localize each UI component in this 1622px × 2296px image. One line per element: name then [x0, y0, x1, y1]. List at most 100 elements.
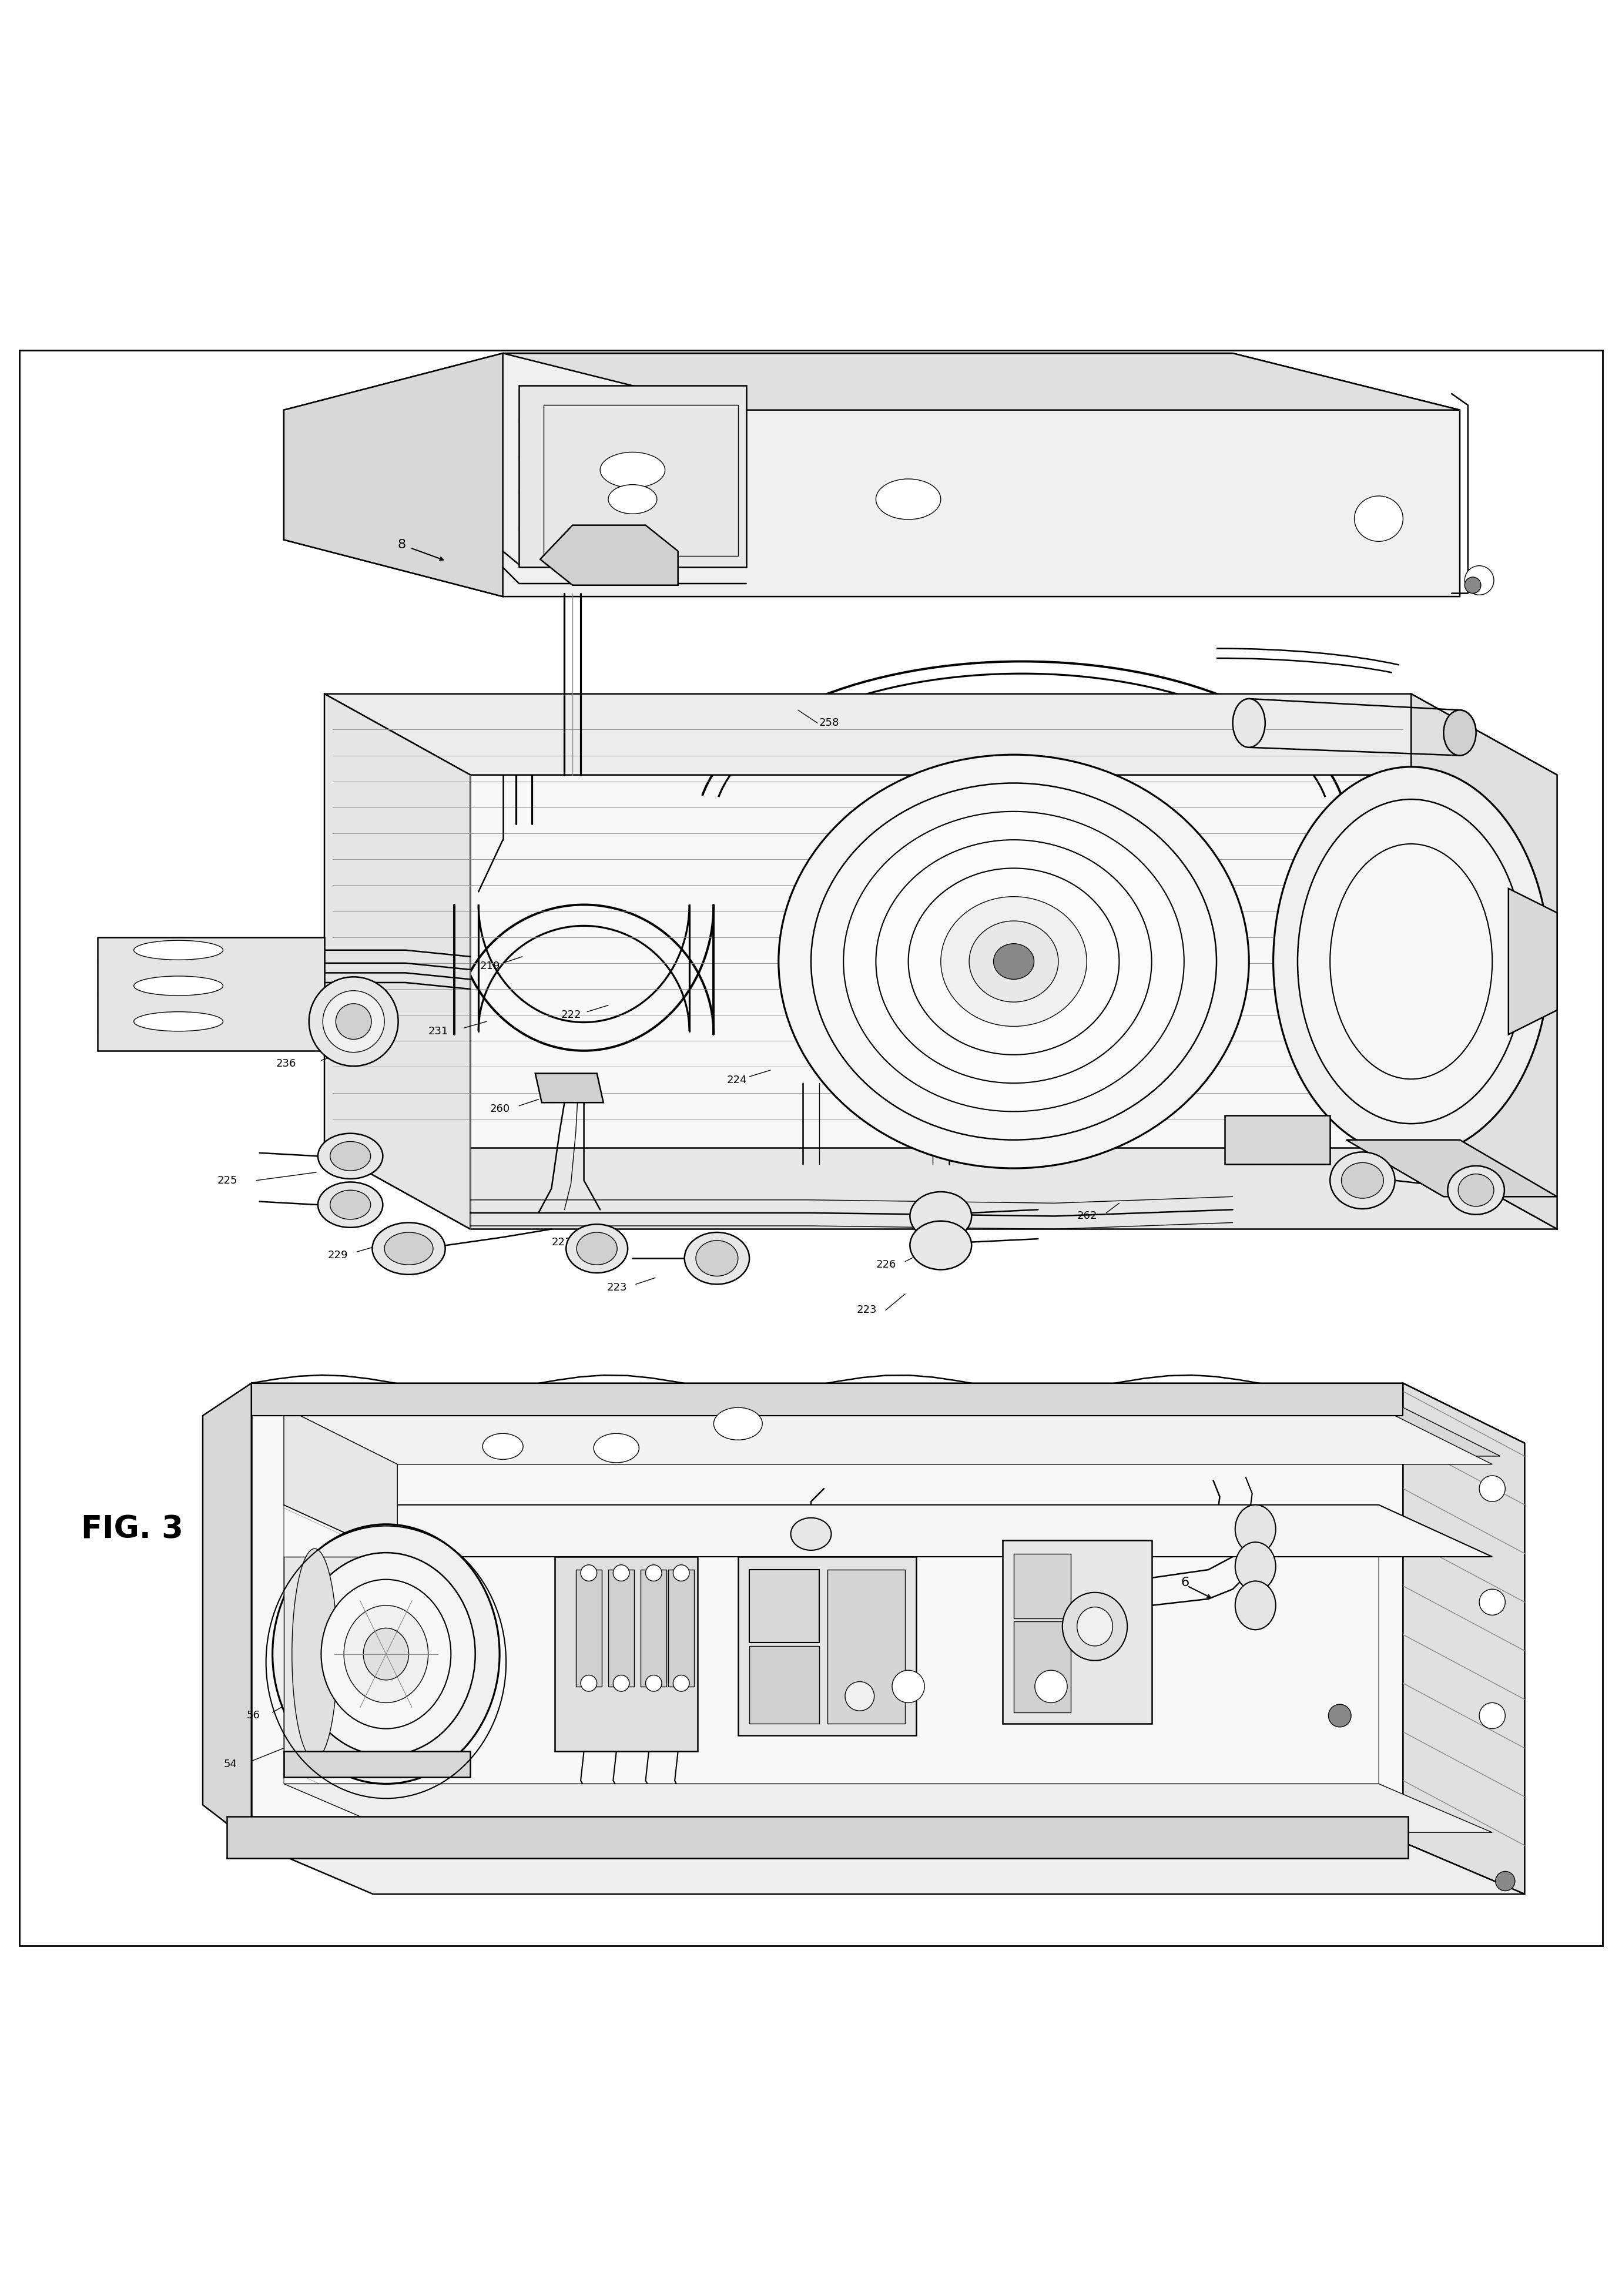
- Polygon shape: [1403, 1382, 1525, 1894]
- Polygon shape: [284, 1557, 370, 1756]
- Polygon shape: [555, 1557, 697, 1752]
- Ellipse shape: [297, 1552, 475, 1756]
- Polygon shape: [251, 1382, 1403, 1841]
- Polygon shape: [324, 693, 470, 1228]
- Ellipse shape: [1354, 496, 1403, 542]
- Polygon shape: [324, 693, 1411, 1148]
- Polygon shape: [284, 1407, 1492, 1465]
- Ellipse shape: [1341, 1162, 1384, 1199]
- Ellipse shape: [1236, 1582, 1277, 1630]
- Polygon shape: [608, 1570, 634, 1688]
- Polygon shape: [251, 1841, 1525, 1894]
- Ellipse shape: [673, 1566, 689, 1582]
- Text: 223: 223: [607, 1281, 626, 1293]
- Ellipse shape: [133, 976, 224, 996]
- Text: 56: 56: [247, 1711, 260, 1722]
- Ellipse shape: [608, 484, 657, 514]
- Polygon shape: [641, 1570, 667, 1688]
- Text: 262: 262: [1077, 1210, 1096, 1221]
- Ellipse shape: [336, 1003, 371, 1040]
- Text: 8: 8: [397, 540, 406, 551]
- Polygon shape: [1411, 693, 1557, 1228]
- Text: 6: 6: [1181, 1577, 1189, 1589]
- Ellipse shape: [843, 810, 1184, 1111]
- Text: 225: 225: [217, 1176, 238, 1185]
- Polygon shape: [827, 1570, 905, 1724]
- Polygon shape: [203, 1382, 251, 1841]
- Text: 218: 218: [960, 886, 980, 898]
- Ellipse shape: [371, 1221, 444, 1274]
- Ellipse shape: [646, 1676, 662, 1692]
- Ellipse shape: [331, 1141, 370, 1171]
- Ellipse shape: [792, 1518, 830, 1550]
- Polygon shape: [1014, 1554, 1071, 1619]
- Text: 254: 254: [753, 1667, 774, 1676]
- Ellipse shape: [133, 941, 224, 960]
- Ellipse shape: [594, 1433, 639, 1463]
- Ellipse shape: [1465, 576, 1481, 592]
- Text: 222: 222: [561, 1010, 581, 1019]
- Ellipse shape: [1077, 1607, 1113, 1646]
- Polygon shape: [292, 1398, 1500, 1456]
- Polygon shape: [1002, 1541, 1152, 1724]
- Ellipse shape: [577, 1233, 616, 1265]
- Ellipse shape: [323, 990, 384, 1052]
- Polygon shape: [97, 937, 324, 1052]
- Ellipse shape: [1330, 845, 1492, 1079]
- Ellipse shape: [1233, 698, 1265, 748]
- Polygon shape: [324, 1148, 1557, 1228]
- Text: 236: 236: [276, 1058, 295, 1070]
- Ellipse shape: [1479, 1704, 1505, 1729]
- Ellipse shape: [673, 1676, 689, 1692]
- Ellipse shape: [318, 1134, 383, 1178]
- Polygon shape: [749, 1646, 819, 1724]
- Ellipse shape: [613, 1566, 629, 1582]
- Text: 223: 223: [856, 1304, 876, 1316]
- Ellipse shape: [1479, 1476, 1505, 1502]
- Polygon shape: [503, 354, 1460, 411]
- Ellipse shape: [1035, 1669, 1067, 1704]
- Ellipse shape: [384, 1233, 433, 1265]
- Ellipse shape: [272, 1525, 500, 1784]
- Text: 252: 252: [830, 1564, 852, 1575]
- Ellipse shape: [811, 783, 1216, 1139]
- Polygon shape: [519, 386, 746, 567]
- Text: 226: 226: [876, 1261, 895, 1270]
- Ellipse shape: [133, 1013, 224, 1031]
- Polygon shape: [284, 354, 503, 597]
- Polygon shape: [576, 1570, 602, 1688]
- Ellipse shape: [331, 1189, 370, 1219]
- Ellipse shape: [1273, 767, 1549, 1157]
- Ellipse shape: [581, 1566, 597, 1582]
- Polygon shape: [749, 1570, 819, 1642]
- Text: FIG. 4: FIG. 4: [130, 978, 232, 1010]
- Ellipse shape: [1062, 1593, 1127, 1660]
- Ellipse shape: [483, 1433, 522, 1460]
- Text: 229: 229: [328, 1249, 347, 1261]
- Ellipse shape: [292, 1548, 337, 1759]
- Polygon shape: [738, 1557, 916, 1736]
- Polygon shape: [284, 1784, 1492, 1832]
- Polygon shape: [284, 354, 1460, 597]
- Polygon shape: [284, 1407, 397, 1557]
- Polygon shape: [535, 1075, 603, 1102]
- Ellipse shape: [892, 1669, 925, 1704]
- Ellipse shape: [910, 1221, 972, 1270]
- Ellipse shape: [941, 898, 1087, 1026]
- Ellipse shape: [684, 1233, 749, 1283]
- Polygon shape: [284, 1752, 470, 1777]
- Polygon shape: [668, 1570, 694, 1688]
- Ellipse shape: [581, 1676, 597, 1692]
- Text: 258: 258: [819, 719, 839, 728]
- Polygon shape: [540, 526, 678, 585]
- Ellipse shape: [779, 755, 1249, 1169]
- Polygon shape: [227, 1816, 1408, 1857]
- Ellipse shape: [613, 1676, 629, 1692]
- Ellipse shape: [1236, 1543, 1277, 1591]
- Ellipse shape: [600, 452, 665, 487]
- Ellipse shape: [845, 1681, 874, 1711]
- Ellipse shape: [344, 1605, 428, 1704]
- Ellipse shape: [1328, 1704, 1351, 1727]
- Ellipse shape: [993, 944, 1035, 980]
- Polygon shape: [1014, 1621, 1071, 1713]
